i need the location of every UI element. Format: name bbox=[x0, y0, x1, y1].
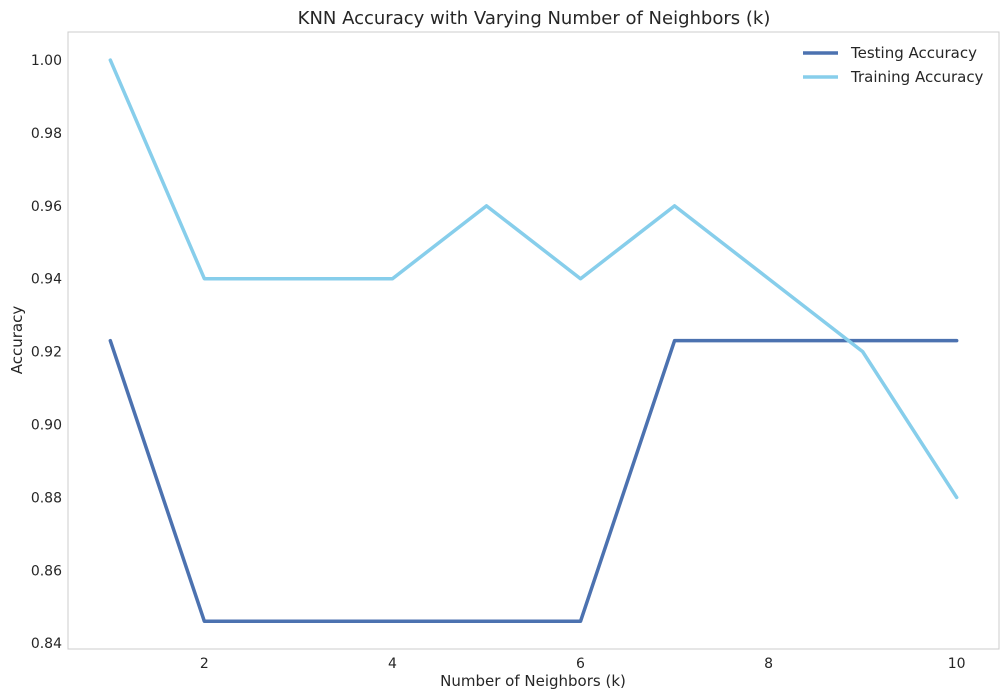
y-axis-ticks: 0.84 0.86 0.88 0.90 0.92 0.94 0.96 0.98 1.00 bbox=[31, 53, 62, 652]
series-line-testing bbox=[108, 338, 959, 624]
legend-label: Training Accuracy bbox=[850, 68, 984, 86]
x-tick-label: 6 bbox=[576, 656, 585, 672]
y-tick-label: 1.00 bbox=[31, 53, 62, 69]
y-tick-label: 0.98 bbox=[31, 126, 62, 142]
y-tick-label: 0.86 bbox=[31, 563, 62, 579]
y-tick-label: 0.94 bbox=[31, 272, 62, 288]
y-tick-label: 0.90 bbox=[31, 418, 62, 434]
plot-frame bbox=[67, 31, 1000, 650]
y-tick-label: 0.92 bbox=[31, 345, 62, 361]
x-tick-label: 4 bbox=[388, 656, 397, 672]
x-tick-label: 2 bbox=[200, 656, 209, 672]
x-tick-label: 10 bbox=[948, 656, 966, 672]
x-axis-label: Number of Neighbors (k) bbox=[440, 672, 626, 690]
chart-title: KNN Accuracy with Varying Number of Neig… bbox=[298, 8, 771, 29]
x-tick-label: 8 bbox=[764, 656, 773, 672]
legend-label: Testing Accuracy bbox=[850, 44, 977, 62]
y-tick-label: 0.84 bbox=[31, 636, 62, 652]
series-lines bbox=[108, 58, 959, 624]
legend: Testing Accuracy Training Accuracy bbox=[803, 44, 984, 86]
y-axis-label: Accuracy bbox=[8, 306, 26, 375]
series-line-training bbox=[108, 58, 959, 500]
y-tick-label: 0.88 bbox=[31, 490, 62, 506]
y-tick-label: 0.96 bbox=[31, 199, 62, 215]
x-axis-ticks: 2 4 6 8 10 bbox=[200, 656, 966, 672]
